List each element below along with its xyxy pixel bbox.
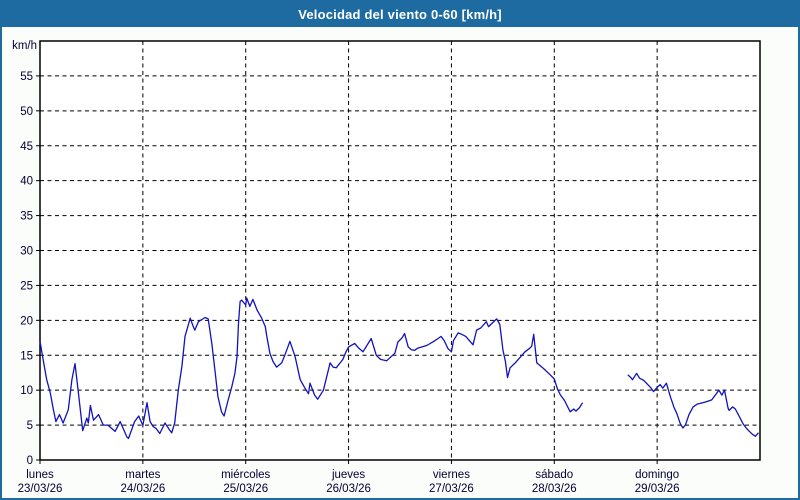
y-tick-label: 30: [20, 246, 33, 258]
x-date-label: 28/03/26: [532, 483, 577, 495]
y-axis-unit-label: km/h: [12, 40, 37, 52]
y-tick-label: 5: [27, 420, 33, 432]
y-tick-label: 40: [20, 176, 33, 188]
x-date-label: 26/03/26: [326, 483, 371, 495]
x-date-label: 24/03/26: [120, 483, 165, 495]
y-tick-label: 0: [27, 455, 33, 467]
wind-speed-line: [627, 372, 759, 437]
window-title: Velocidad del viento 0-60 [km/h]: [298, 7, 502, 22]
x-day-label: jueves: [331, 469, 365, 481]
x-date-label: 27/03/26: [429, 483, 474, 495]
y-tick-label: 10: [20, 385, 33, 397]
x-day-label: miércoles: [221, 469, 270, 481]
x-day-label: sábado: [535, 469, 573, 481]
title-bar: Velocidad del viento 0-60 [km/h]: [2, 2, 798, 27]
y-tick-label: 35: [20, 211, 33, 223]
y-tick-label: 50: [20, 106, 33, 118]
x-date-label: 25/03/26: [223, 483, 268, 495]
wind-speed-line: [39, 297, 584, 440]
x-date-label: 29/03/26: [635, 483, 680, 495]
x-date-label: 23/03/26: [18, 483, 63, 495]
chart-area: 0 5 10 15 20 25 30 35 40 45 50 55 km/h lunes 23/03/26 m…: [2, 27, 798, 498]
y-tick-label: 25: [20, 280, 33, 292]
y-tick-label: 15: [20, 350, 33, 362]
y-tick-label: 20: [20, 315, 33, 327]
y-tick-label: 45: [20, 141, 33, 153]
x-day-label: viernes: [433, 469, 470, 481]
x-day-label: martes: [125, 469, 160, 481]
x-day-label: lunes: [26, 469, 54, 481]
y-tick-label: 55: [20, 71, 33, 83]
wind-speed-chart: 0 5 10 15 20 25 30 35 40 45 50 55 km/h lunes 23/03/26 m…: [12, 40, 761, 495]
x-day-label: domingo: [635, 469, 679, 481]
